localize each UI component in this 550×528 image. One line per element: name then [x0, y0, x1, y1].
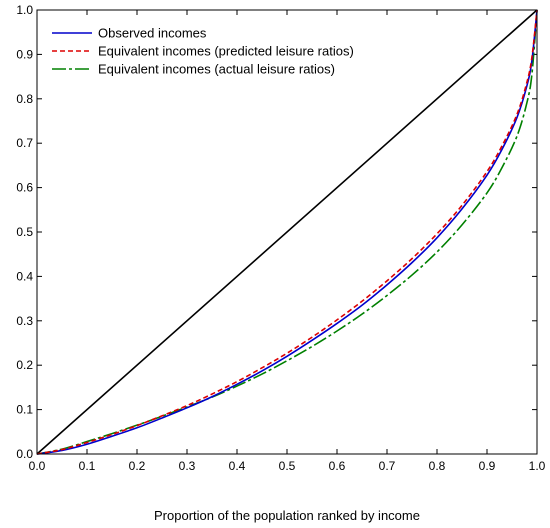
lines-layer — [36, 9, 538, 455]
x-tick-label: 0.9 — [479, 459, 496, 473]
x-tick-label: 0.7 — [379, 459, 396, 473]
series-line-2 — [36, 9, 538, 455]
x-tick-label: 0.0 — [29, 459, 46, 473]
x-tick-label: 0.3 — [179, 459, 196, 473]
x-axis-title: Proportion of the population ranked by i… — [154, 508, 420, 523]
y-tick-label: 0.0 — [16, 447, 33, 461]
x-tick-label: 0.2 — [129, 459, 146, 473]
x-tick-label: 0.4 — [229, 459, 246, 473]
y-tick-label: 0.2 — [16, 358, 33, 372]
plot-frame — [36, 9, 538, 455]
y-tick-label: 0.6 — [16, 181, 33, 195]
legend-label-1: Observed incomes — [98, 26, 207, 41]
equality-line — [36, 9, 538, 455]
y-tick-label: 0.5 — [16, 225, 33, 239]
ticks-layer: 0.0 0.1 0.2 0.3 0.4 0.5 0.6 0.7 0.8 0.9 1.0 0.0 0.1 0… — [16, 3, 545, 473]
legend: Observed incomes Equivalent incomes (pred… — [52, 26, 354, 77]
x-tick-label: 0.6 — [329, 459, 346, 473]
x-tick-label: 0.1 — [79, 459, 96, 473]
series-line-1 — [36, 9, 538, 455]
legend-label-2: Equivalent incomes (predicted leisure ra… — [98, 44, 354, 59]
x-tick-label: 0.8 — [429, 459, 446, 473]
y-tick-label: 0.1 — [16, 403, 33, 417]
y-tick-label: 0.4 — [16, 269, 33, 283]
legend-label-3: Equivalent incomes (actual leisure ratio… — [98, 62, 335, 77]
x-tick-label: 0.5 — [279, 459, 296, 473]
series-line-3 — [36, 9, 538, 455]
x-tick-label: 1.0 — [529, 459, 546, 473]
y-tick-label: 0.9 — [16, 47, 33, 61]
y-tick-label: 0.3 — [16, 314, 33, 328]
y-tick-label: 0.8 — [16, 92, 33, 106]
y-tick-label: 0.7 — [16, 136, 33, 150]
y-tick-label: 1.0 — [16, 3, 33, 17]
